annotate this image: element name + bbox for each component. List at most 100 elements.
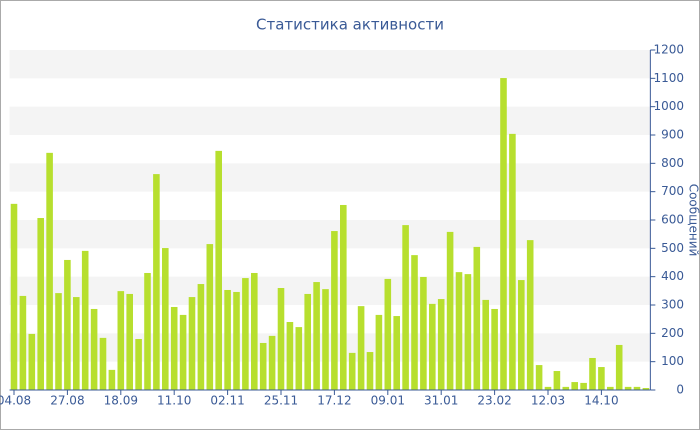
y-tick-label: 400 xyxy=(661,269,684,283)
bar xyxy=(535,365,543,390)
bar xyxy=(322,289,329,390)
bar xyxy=(37,218,44,390)
bar xyxy=(615,344,623,390)
bar xyxy=(170,306,178,390)
y-tick-label: 1200 xyxy=(653,43,684,57)
bar xyxy=(304,293,311,390)
bar xyxy=(642,388,650,390)
bar xyxy=(509,133,516,390)
bar xyxy=(491,308,498,390)
bar xyxy=(464,274,472,390)
bar xyxy=(624,386,632,390)
bar xyxy=(188,297,196,390)
bar xyxy=(242,278,249,390)
x-tick-label: 31.01 xyxy=(424,394,458,408)
x-tick-label: 14.10 xyxy=(584,394,618,408)
y-tick-label: 600 xyxy=(661,213,684,227)
bar xyxy=(526,240,534,390)
bar xyxy=(295,327,303,390)
bar xyxy=(446,231,454,390)
x-tick-label: 18.09 xyxy=(104,394,138,408)
bar xyxy=(197,284,205,390)
grid-band xyxy=(9,163,651,192)
bar xyxy=(126,293,133,390)
bar xyxy=(55,293,62,390)
x-tick-label: 25.11 xyxy=(264,394,298,408)
x-tick-label: 02.11 xyxy=(210,394,244,408)
bar xyxy=(366,352,374,390)
y-tick-label: 800 xyxy=(661,156,684,170)
bar xyxy=(500,78,507,391)
bar xyxy=(313,282,320,390)
bar xyxy=(233,291,240,390)
bar xyxy=(562,386,570,390)
bar xyxy=(437,299,445,390)
bar xyxy=(429,303,436,390)
bar xyxy=(251,272,258,390)
grid-band xyxy=(9,106,651,135)
bar xyxy=(286,322,294,390)
y-tick-label: 1100 xyxy=(653,71,684,85)
grid-band xyxy=(9,50,651,79)
y-tick-label: 1000 xyxy=(653,99,684,113)
bar xyxy=(81,250,89,390)
bar xyxy=(90,308,98,390)
bar xyxy=(473,246,481,390)
y-tick-label: 500 xyxy=(661,241,684,255)
bar xyxy=(259,342,267,390)
x-tick-label: 11.10 xyxy=(157,394,191,408)
y-tick-label: 0 xyxy=(676,383,684,397)
bar xyxy=(571,382,578,390)
bar xyxy=(64,259,71,390)
y-tick-label: 700 xyxy=(661,184,684,198)
bar xyxy=(268,335,276,390)
x-tick-label: 17.12 xyxy=(317,394,351,408)
y-tick-label: 200 xyxy=(661,326,684,340)
bar xyxy=(153,174,160,390)
bar xyxy=(73,297,80,390)
y-tick-label: 900 xyxy=(661,128,684,142)
x-tick-label: 27.08 xyxy=(50,394,84,408)
bar xyxy=(411,255,418,390)
bar xyxy=(340,204,347,390)
x-tick-label: 09.01 xyxy=(371,394,405,408)
bar xyxy=(10,203,18,390)
bar xyxy=(46,152,53,390)
bar xyxy=(99,337,107,390)
bar xyxy=(607,386,614,390)
bar xyxy=(19,295,27,390)
bar xyxy=(420,276,427,390)
bar xyxy=(580,382,587,390)
bar xyxy=(348,352,356,390)
bar xyxy=(162,248,169,390)
x-tick-label: 23.02 xyxy=(477,394,511,408)
bar xyxy=(357,306,365,390)
x-tick-label: 04.08 xyxy=(0,394,31,408)
bar xyxy=(144,272,151,390)
bar xyxy=(598,367,605,390)
bar xyxy=(331,231,338,390)
y-tick-label: 300 xyxy=(661,298,684,312)
bar xyxy=(206,244,214,390)
bar xyxy=(135,339,142,390)
bar xyxy=(179,314,187,390)
bar xyxy=(402,225,409,390)
grid-band xyxy=(9,220,651,249)
bar xyxy=(518,280,525,390)
bar xyxy=(589,357,596,390)
bar xyxy=(482,299,489,390)
bar xyxy=(108,369,116,390)
bar xyxy=(455,272,463,390)
bar xyxy=(224,289,231,390)
bar xyxy=(28,333,36,390)
bar xyxy=(544,386,552,390)
bar xyxy=(117,291,125,390)
bar xyxy=(375,314,383,390)
bar xyxy=(553,371,561,390)
y-tick-label: 100 xyxy=(661,354,684,368)
y-axis-label: Сообщений xyxy=(687,184,700,257)
grid-band xyxy=(9,333,651,362)
bar xyxy=(277,288,285,390)
x-tick-label: 12.03 xyxy=(531,394,565,408)
